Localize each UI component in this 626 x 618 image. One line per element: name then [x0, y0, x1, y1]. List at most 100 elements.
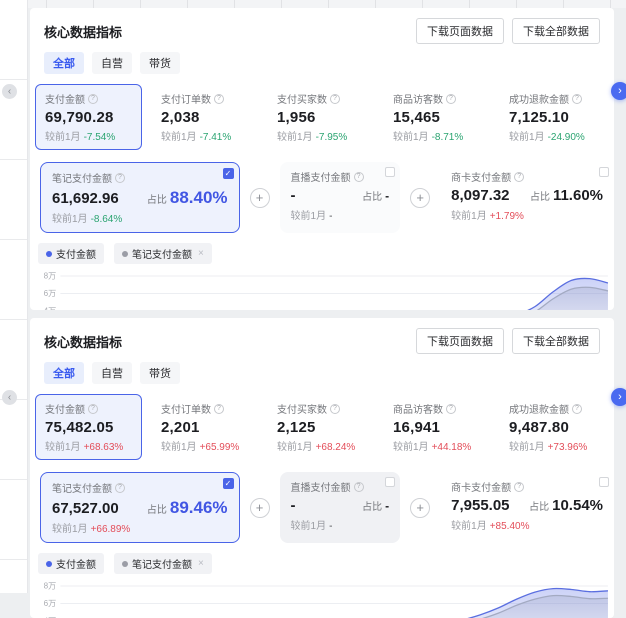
compare-label: 较前1月 — [290, 211, 327, 222]
compare-label: 较前1月 — [393, 442, 429, 453]
metric-change: -24.90% — [547, 132, 585, 143]
metric-cards-row: 支付金额? 69,790.28 较前1月 -7.54% 支付订单数? 2,038 … — [35, 84, 606, 150]
metric-label: 商品访客数 — [393, 405, 443, 416]
legend-dot-gray — [122, 250, 128, 257]
subcard-live-pay-amount[interactable]: 直播支付金额? - 占比 - 较前1月 - — [279, 472, 401, 543]
metric-change: +68.63% — [83, 442, 124, 453]
metric-value: 2,038 — [161, 109, 200, 126]
metric-change: - — [329, 521, 333, 532]
help-icon: ? — [446, 403, 456, 414]
carousel-next-button[interactable]: › — [611, 82, 626, 100]
tab-self-operated[interactable]: 自营 — [92, 362, 132, 384]
metric-label: 成功退款金额 — [509, 95, 569, 106]
help-icon: ? — [514, 171, 525, 182]
metric-card-product-visitors[interactable]: 商品访客数? 15,465 较前1月 -8.71% — [383, 84, 490, 150]
metric-label: 直播支付金额 — [290, 173, 351, 184]
metric-change: +44.18% — [431, 442, 472, 453]
help-icon: ? — [353, 171, 364, 182]
checkbox-unchecked[interactable] — [385, 477, 396, 487]
metric-card-pay-orders[interactable]: 支付订单数? 2,038 较前1月 -7.41% — [151, 84, 258, 150]
download-all-data-button[interactable]: 下载全部数据 — [512, 328, 600, 354]
tab-affiliate[interactable]: 带货 — [140, 362, 180, 384]
ratio-label: 占比 — [362, 502, 383, 513]
download-all-data-button[interactable]: 下载全部数据 — [512, 18, 600, 44]
tab-all[interactable]: 全部 — [44, 362, 84, 384]
metric-card-product-visitors[interactable]: 商品访客数? 16,941 较前1月 +44.18% — [383, 394, 490, 460]
checkbox-unchecked[interactable] — [599, 167, 609, 177]
checkbox-checked[interactable]: ✓ — [222, 168, 234, 179]
carousel-prev-button[interactable]: ‹ — [2, 84, 17, 99]
metric-card-pay-amount[interactable]: 支付金额? 69,790.28 较前1月 -7.54% — [35, 84, 142, 150]
tab-affiliate[interactable]: 带货 — [140, 52, 180, 74]
subcard-note-pay-amount[interactable]: ✓ 笔记支付金额? 67,527.00 占比 89.46% 较前1月 +66.89% — [40, 472, 240, 543]
metric-card-refund-amount[interactable]: 成功退款金额? 9,487.80 较前1月 +73.96% — [499, 394, 606, 460]
chart-legend: 支付金额 笔记支付金额 × — [38, 243, 614, 264]
check-icon: ✓ — [224, 479, 232, 488]
metric-value: 8,097.32 — [451, 187, 510, 204]
metric-change: -8.71% — [431, 132, 464, 143]
metric-cards-row: 支付金额? 75,482.05 较前1月 +68.63% 支付订单数? 2,201… — [35, 394, 606, 460]
metric-label: 支付金额 — [45, 405, 85, 416]
checkbox-unchecked[interactable] — [385, 167, 396, 177]
close-icon[interactable]: × — [198, 248, 204, 259]
core-metrics-panel-top: 核心数据指标 下载页面数据 下载全部数据 全部 自营 带货 支付金额? 69,7… — [30, 8, 614, 310]
metric-card-pay-amount[interactable]: 支付金额? 75,482.05 较前1月 +68.63% — [35, 394, 142, 460]
area-chart: 8万6万4万2万0 — [44, 272, 609, 310]
metric-value: 67,527.00 — [52, 500, 119, 517]
metric-label: 支付订单数 — [161, 95, 211, 106]
checkbox-checked[interactable]: ✓ — [222, 478, 234, 489]
legend-note-pay-amount[interactable]: 笔记支付金额 × — [114, 553, 212, 574]
carousel-next-button[interactable]: › — [611, 388, 626, 406]
subcard-note-pay-amount[interactable]: ✓ 笔记支付金额? 61,692.96 占比 88.40% 较前1月 -8.64% — [40, 162, 240, 233]
help-icon: ? — [115, 482, 125, 493]
ratio-label: 占比 — [362, 192, 383, 203]
metric-value: 9,487.80 — [509, 419, 569, 436]
checkbox-unchecked[interactable] — [599, 477, 609, 487]
metric-value: 61,692.96 — [52, 190, 119, 207]
metric-change: +85.40% — [489, 521, 530, 532]
legend-dot-gray — [122, 560, 128, 567]
header-actions: 下载页面数据 下载全部数据 — [416, 18, 600, 44]
download-page-data-button[interactable]: 下载页面数据 — [416, 328, 504, 354]
subcard-card-pay-amount[interactable]: 商卡支付金额? 8,097.32 占比 11.60% 较前1月 +1.79% — [440, 162, 614, 233]
metric-value: 75,482.05 — [45, 419, 114, 436]
legend-note-pay-amount[interactable]: 笔记支付金额 × — [114, 243, 212, 264]
metric-change: +73.96% — [547, 442, 588, 453]
compare-label: 较前1月 — [277, 442, 313, 453]
metric-change: +66.89% — [90, 524, 131, 535]
help-icon: ? — [88, 403, 98, 414]
subcard-card-pay-amount[interactable]: 商卡支付金额? 7,955.05 占比 10.54% 较前1月 +85.40% — [440, 472, 614, 543]
ratio-value: 10.54% — [552, 497, 603, 514]
compare-label: 较前1月 — [451, 521, 487, 532]
metric-card-pay-orders[interactable]: 支付订单数? 2,201 较前1月 +65.99% — [151, 394, 258, 460]
chart-legend: 支付金额 笔记支付金额 × — [38, 553, 614, 574]
plus-icon: + — [249, 497, 270, 518]
download-page-data-button[interactable]: 下载页面数据 — [416, 18, 504, 44]
background-table-left-edge — [0, 0, 28, 593]
metric-card-refund-amount[interactable]: 成功退款金额? 7,125.10 较前1月 -24.90% — [499, 84, 606, 150]
legend-pay-amount[interactable]: 支付金额 — [38, 243, 104, 264]
subcard-live-pay-amount[interactable]: 直播支付金额? - 占比 - 较前1月 - — [279, 162, 401, 233]
ratio-label: 占比 — [529, 192, 550, 203]
tab-self-operated[interactable]: 自营 — [92, 52, 132, 74]
ratio-value: 11.60% — [552, 187, 603, 204]
close-icon[interactable]: × — [198, 558, 204, 569]
plus-icon: + — [249, 187, 270, 208]
background-table-top-edge — [0, 0, 626, 8]
help-icon: ? — [330, 403, 340, 414]
metric-label: 支付订单数 — [161, 405, 211, 416]
metric-card-pay-buyers[interactable]: 支付买家数? 2,125 较前1月 +68.24% — [267, 394, 374, 460]
compare-label: 较前1月 — [393, 132, 429, 143]
carousel-prev-button[interactable]: ‹ — [2, 390, 17, 405]
metric-label: 笔记支付金额 — [52, 484, 112, 495]
metric-card-pay-buyers[interactable]: 支付买家数? 1,956 较前1月 -7.95% — [267, 84, 374, 150]
compare-label: 较前1月 — [45, 442, 81, 453]
ratio-label: 占比 — [529, 502, 550, 513]
svg-text:6万: 6万 — [44, 599, 57, 608]
tab-all[interactable]: 全部 — [44, 52, 84, 74]
metric-value: 2,201 — [161, 419, 200, 436]
help-icon: ? — [446, 93, 456, 104]
metric-label: 支付买家数 — [277, 95, 327, 106]
metric-label: 成功退款金额 — [509, 405, 569, 416]
legend-pay-amount[interactable]: 支付金额 — [38, 553, 104, 574]
